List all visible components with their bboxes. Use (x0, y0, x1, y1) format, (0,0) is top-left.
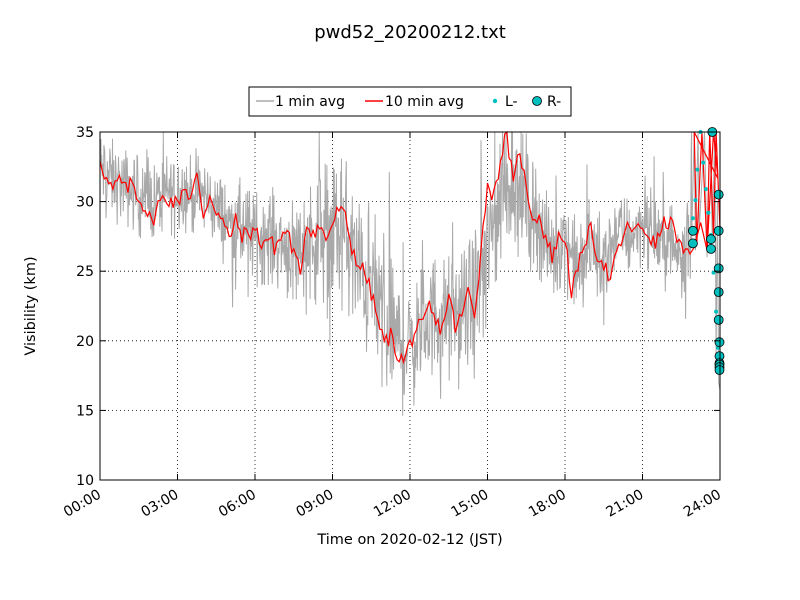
l-minus-point (703, 187, 708, 192)
l-minus-point (695, 167, 700, 172)
legend-label-10-min: 10 min avg (385, 94, 464, 110)
l-minus-point (690, 216, 695, 221)
r-minus-point (706, 234, 716, 245)
y-tick-label: 25 (76, 264, 94, 280)
chart-title: pwd52_20200212.txt (314, 22, 506, 43)
y-tick-label: 15 (76, 403, 94, 419)
l-minus-point (693, 198, 698, 203)
r-minus-point (688, 225, 698, 236)
r-minus-point (713, 263, 724, 274)
r-minus-point (706, 243, 716, 254)
legend-box (248, 86, 572, 117)
r-minus-point (713, 225, 724, 236)
series-10-min-avg-line (99, 130, 721, 365)
grid-lines (100, 132, 720, 480)
l-minus-point (714, 309, 719, 314)
series-1-min-avg-line (99, 131, 721, 416)
y-tick-labels: 10 15 20 25 30 35 (76, 125, 94, 489)
y-axis-label: Visibility (km) (23, 256, 39, 355)
legend-label-1-min: 1 min avg (275, 94, 345, 110)
r-minus-point (713, 287, 724, 298)
r-minus-point (713, 314, 724, 325)
legend-label-r-minus: R- (547, 94, 561, 110)
x-axis-label: Time on 2020-02-12 (JST) (316, 532, 502, 548)
y-tick-label: 10 (76, 473, 94, 489)
legend: 1 min avg 10 min avg L- R- (248, 86, 572, 117)
series-l-minus (690, 130, 720, 350)
series-10-min-avg (99, 130, 721, 365)
axis-ticks (99, 131, 721, 481)
y-tick-label: 30 (76, 195, 94, 211)
y-tick-label: 35 (76, 125, 94, 141)
l-minus-point (701, 160, 706, 165)
legend-swatch-l-minus (492, 98, 498, 104)
r-minus-point (713, 189, 724, 200)
r-minus-point (688, 238, 698, 249)
l-minus-point (706, 210, 711, 215)
series-1-min-avg (99, 131, 721, 416)
legend-label-l-minus: L- (505, 94, 518, 110)
legend-swatch-r-minus (532, 96, 542, 106)
y-tick-label: 20 (76, 334, 94, 350)
